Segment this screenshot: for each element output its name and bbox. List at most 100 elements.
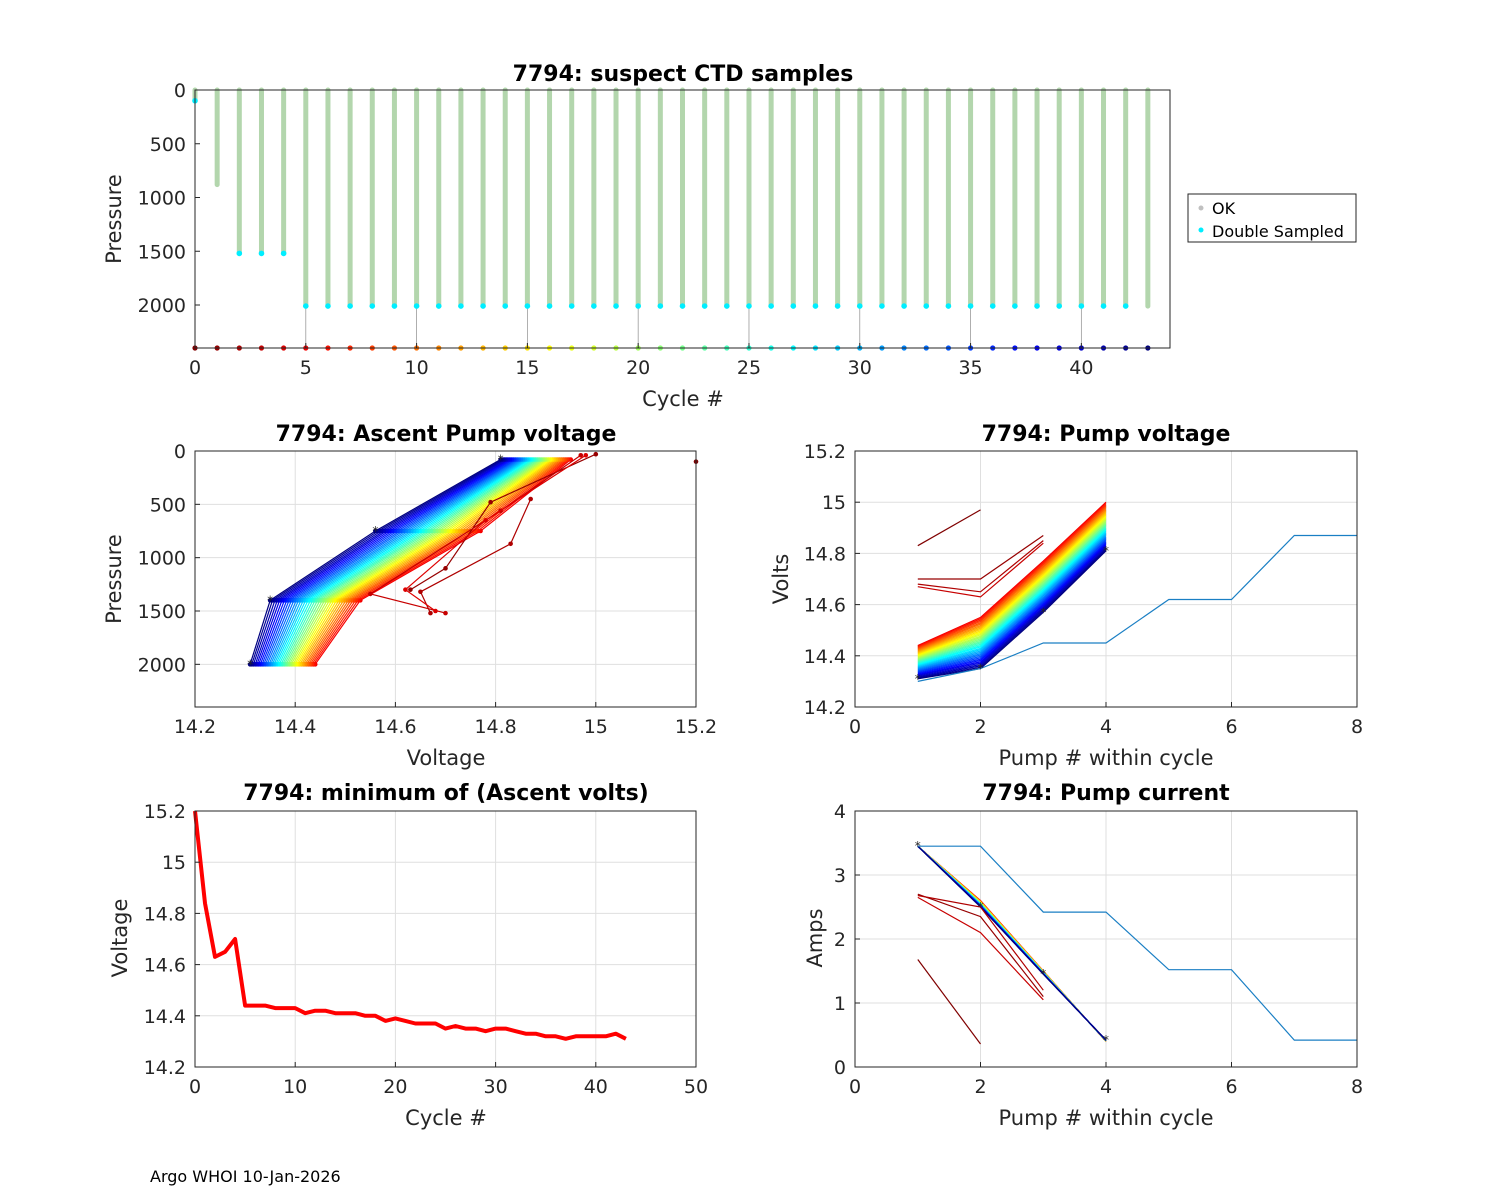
ascent-series-point [247,662,253,667]
legend-box [1187,193,1357,243]
ctd-x-tick-label: 25 [737,357,761,379]
pumpv-series-line [917,523,1107,661]
ctd-double-sampled-point [834,303,841,309]
pumpa-y-tick-label: 3 [834,865,846,887]
minv-plot: 0 10 20 30 40 50 14.2 14.4 14.6 14.8 15 15.2 [144,801,708,1098]
pumpv-series-line [917,532,1107,668]
ascent-x-axis-label: Voltage [407,746,486,770]
ascent-y-tick-label: 1000 [138,548,186,570]
ctd-x-tick-label: 5 [300,357,312,379]
ascent-series-line [292,459,548,665]
ctd-double-sampled-point [1078,303,1085,309]
ctd-double-sampled-point [546,303,553,309]
ascent-last-cycle-star: * [498,453,504,467]
ctd-plot: 0 5 10 15 20 25 30 35 40 0 500 1000 1500 2000 [138,80,1171,379]
ascent-series-line [307,459,564,665]
pumpv-last-cycle-star: * [1103,544,1109,558]
minv-x-tick-label: 50 [684,1076,708,1098]
pumpv-y-tick-label: 14.4 [804,646,846,668]
ascent-series-point [373,528,378,534]
pumpa-y-axis-label: Amps [803,908,827,967]
pumpv-plot: * * * * 0 2 4 6 8 14.2 14.4 14.6 14.8 15 15.2 [804,441,1363,738]
pumpv-x-tick-label: 2 [974,716,986,738]
ascent-early-line [419,498,532,614]
ctd-double-sampled-point [768,303,774,309]
pumpv-series-line [917,519,1107,659]
ctd-y-tick-label: 500 [150,134,186,156]
pumpv-series-line [917,515,1107,656]
ascent-chart-title: 7794: Ascent Pump voltage [276,422,617,447]
pumpv-series-line [917,524,1107,662]
ctd-double-sampled-point [302,303,309,309]
ascent-early-line [368,454,582,614]
ctd-double-sampled-point [280,250,287,257]
ascent-series-line [306,459,562,665]
ctd-double-sampled-point [856,303,863,309]
ascent-early-point [403,587,408,592]
ascent-axes-box [194,450,697,708]
pumpv-series-line [917,526,1107,663]
ctd-double-sampled-point [724,303,730,309]
pumpv-x-tick-label: 8 [1351,716,1363,738]
pumpa-x-tick-label: 0 [849,1076,861,1098]
ctd-y-tick-label: 2000 [138,295,186,317]
ctd-double-sampled-point [325,303,331,309]
pumpv-series-line [917,542,1107,675]
pumpv-series-line [917,550,1107,680]
ascent-series-line [287,459,542,665]
ctd-double-sampled-point [369,303,376,309]
ascent-x-tick-label: 14.4 [274,716,316,738]
pumpv-series-line [917,505,1107,649]
ascent-y-tick-label: 1500 [138,601,186,623]
pumpv-y-tick-label: 14.8 [804,543,846,565]
ascent-series-line [258,458,511,665]
legend-ok-marker [1198,205,1204,211]
pumpa-x-tick-label: 8 [1351,1076,1363,1098]
ctd-double-sampled-point [967,303,974,309]
minv-y-tick-label: 14.6 [144,955,186,977]
pumpa-x-tick-label: 6 [1225,1076,1237,1098]
ascent-y-tick-label: 2000 [138,654,186,676]
pumpv-series-line [917,546,1107,677]
ascent-last-cycle-star: * [372,524,378,538]
minv-x-tick-label: 30 [484,1076,508,1098]
ascent-series-line [252,458,505,665]
ctd-double-sampled-point [458,303,464,309]
ctd-legend: OK Double Sampled [1187,193,1357,243]
pumpa-y-tick-label: 1 [834,993,846,1015]
pumpv-series-line [917,537,1107,671]
pumpa-x-tick-label: 2 [974,1076,986,1098]
pumpv-series-line [917,506,1107,650]
ascent-series-line [304,459,561,665]
ctd-x-tick-label: 30 [848,357,872,379]
legend-double-sampled-label: Double Sampled [1212,222,1344,241]
pumpv-early-line [917,542,1044,598]
ascent-early-point [368,591,373,597]
ascent-series-line [263,458,516,665]
ascent-early-point [508,541,513,547]
ctd-x-tick-label: 15 [515,357,539,379]
minv-x-tick-label: 20 [383,1076,407,1098]
ascent-plot: * * * * 14.2 14.4 14.6 14.8 15 15.2 0 500 1000 1500 20… [138,441,718,738]
ascent-series-line [280,458,535,665]
pumpa-plot: * * * * 0 2 4 6 8 0 1 2 3 4 [834,801,1363,1098]
pumpa-outlier-line [917,845,1357,1041]
ascent-early-line [404,454,587,612]
ctd-double-sampled-point [1122,303,1129,309]
pumpv-outlier-line [917,534,1357,682]
ascent-early-point [443,610,448,616]
pumpv-series-line [917,535,1107,669]
ctd-double-sampled-point [790,303,797,309]
ascent-x-tick-label: 14.8 [474,716,516,738]
ctd-double-sampled-point [945,303,952,309]
ctd-double-sampled-point [901,303,907,309]
ascent-early-point [528,496,533,502]
ascent-y-tick-label: 0 [174,441,186,463]
ascent-early-point [443,566,448,571]
ascent-series-line [297,459,553,665]
pumpv-x-tick-label: 0 [849,716,861,738]
ctd-double-sampled-point [568,303,575,309]
ctd-double-sampled-point [923,303,930,309]
ctd-y-tick-label: 0 [174,80,186,102]
